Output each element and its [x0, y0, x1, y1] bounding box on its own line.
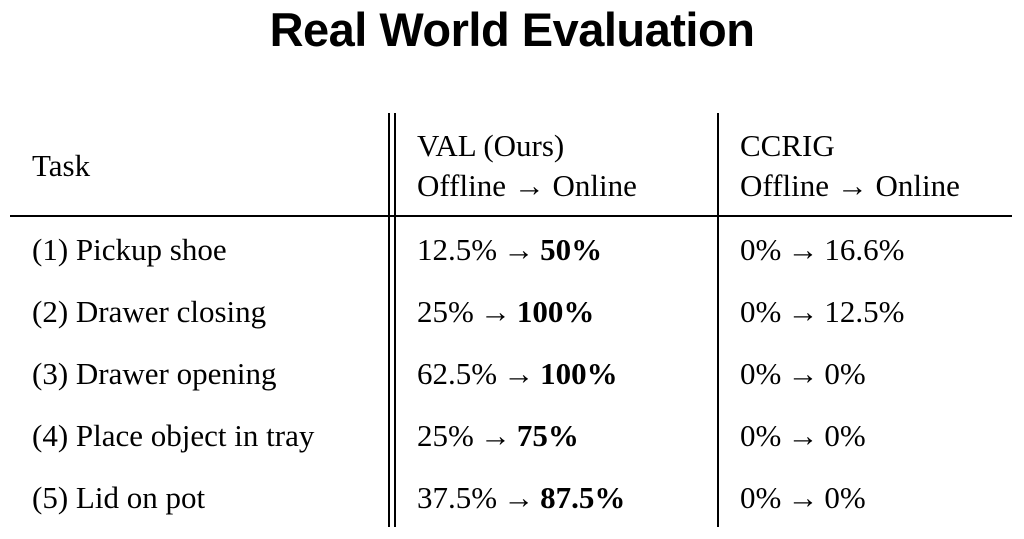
val-online: 50% [540, 232, 603, 267]
table-row-task: (3) Drawer opening [32, 356, 277, 391]
arrow-icon: → [479, 418, 511, 453]
table-row-task: (5) Lid on pot [32, 480, 206, 515]
ccrig-offline: 0% [740, 418, 782, 453]
ccrig-online: 0% [824, 356, 866, 391]
ccrig-offline: 0% [740, 294, 782, 329]
table-row-task: (4) Place object in tray [32, 418, 315, 453]
column-divider [717, 113, 719, 527]
val-online: 87.5% [540, 480, 626, 515]
arrow-icon: → [787, 480, 819, 515]
double-rule-right [394, 113, 396, 527]
val-offline: 62.5% [417, 356, 498, 391]
arrow-icon: → [787, 356, 819, 391]
arrow-icon: → [503, 356, 535, 391]
header-ccrig-subtitle: Offline → Online [740, 168, 960, 203]
val-online: 100% [516, 294, 595, 329]
ccrig-online: 0% [824, 418, 866, 453]
val-offline: 25% [417, 418, 474, 453]
ccrig-offline: 0% [740, 232, 782, 267]
val-offline: 12.5% [417, 232, 498, 267]
val-offline: 37.5% [417, 480, 498, 515]
table-row-ccrig: 0% → 0% [740, 416, 866, 456]
header-task: Task [32, 148, 91, 183]
page-title: Real World Evaluation [269, 3, 755, 56]
table-row-val: 37.5% → 87.5% [417, 478, 625, 518]
arrow-icon: → [787, 294, 819, 329]
table-row-ccrig: 0% → 0% [740, 478, 866, 518]
table-row-task: (1) Pickup shoe [32, 232, 227, 267]
table-row-val: 25% → 75% [417, 416, 579, 456]
arrow-icon: → [787, 418, 819, 453]
arrow-icon: → [787, 232, 819, 267]
table-row-val: 12.5% → 50% [417, 230, 602, 270]
header-rule [10, 215, 1012, 217]
header-ccrig-name: CCRIG [740, 128, 835, 163]
header-val-subtitle: Offline → Online [417, 168, 637, 203]
val-offline: 25% [417, 294, 474, 329]
ccrig-online: 16.6% [824, 232, 905, 267]
header-val-name: VAL (Ours) [417, 128, 565, 163]
table-row-val: 25% → 100% [417, 292, 594, 332]
ccrig-offline: 0% [740, 480, 782, 515]
double-rule-left [388, 113, 390, 527]
ccrig-online: 0% [824, 480, 866, 515]
arrow-icon: → [479, 294, 511, 329]
table-row-ccrig: 0% → 12.5% [740, 292, 904, 332]
table-row-val: 62.5% → 100% [417, 354, 618, 394]
table-row-ccrig: 0% → 0% [740, 354, 866, 394]
arrow-icon: → [503, 232, 535, 267]
val-online: 100% [540, 356, 618, 391]
ccrig-online: 12.5% [824, 294, 905, 329]
ccrig-offline: 0% [740, 356, 782, 391]
val-online: 75% [516, 418, 579, 453]
table-row-ccrig: 0% → 16.6% [740, 230, 904, 270]
table-row-task: (2) Drawer closing [32, 294, 267, 329]
arrow-icon: → [503, 480, 535, 515]
